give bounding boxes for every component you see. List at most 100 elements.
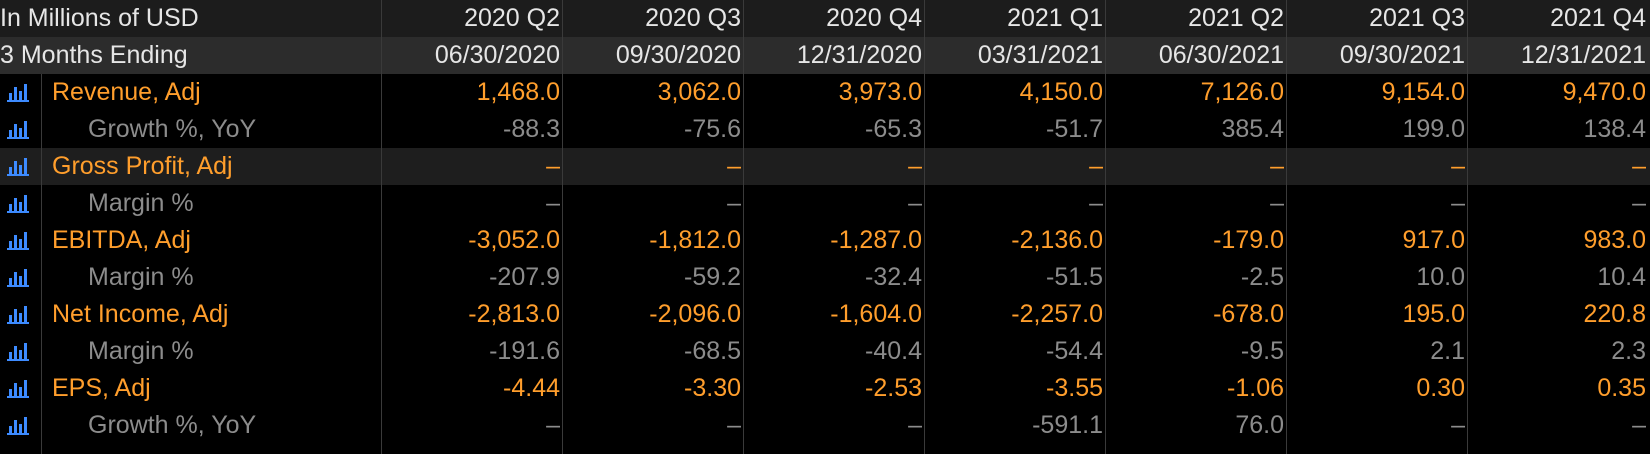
row-label: Growth %, YoY	[88, 411, 257, 439]
value-cell: –	[924, 148, 1105, 185]
value-cell: -2,813.0	[381, 296, 562, 333]
row-label: Growth %, YoY	[88, 115, 257, 143]
value-cell: –	[562, 407, 743, 444]
chart-icon[interactable]	[6, 303, 32, 325]
value-cell: 983.0	[1467, 222, 1648, 259]
value-cell: -1,287.0	[743, 222, 924, 259]
chart-icon[interactable]	[6, 155, 32, 177]
chart-icon[interactable]	[6, 192, 32, 214]
value-cell: –	[1286, 148, 1467, 185]
column-date: 12/31/2020	[743, 37, 924, 74]
chart-icon[interactable]	[6, 229, 32, 251]
value-cell: -51.7	[924, 111, 1105, 148]
value-cell: –	[381, 407, 562, 444]
value-cell: 3,973.0	[743, 74, 924, 111]
value-cell: -59.2	[562, 259, 743, 296]
column-date: 09/30/2021	[1286, 37, 1467, 74]
value-cell: -207.9	[381, 259, 562, 296]
value-cell: 917.0	[1286, 222, 1467, 259]
value-cell: 9,470.0	[1467, 74, 1648, 111]
row-label: Revenue, Adj	[52, 78, 201, 106]
value-cell: 0.30	[1286, 370, 1467, 407]
value-cell: –	[1286, 185, 1467, 222]
value-cell: -54.4	[924, 333, 1105, 370]
column-period: 2021 Q4	[1467, 0, 1648, 37]
value-cell: 195.0	[1286, 296, 1467, 333]
column-separator	[1467, 444, 1468, 454]
chart-icon[interactable]	[6, 377, 32, 399]
row-label: Margin %	[88, 189, 194, 217]
data-row[interactable]: Growth %, YoY -88.3 -75.6 -65.3 -51.7 385.4 19…	[0, 111, 1650, 148]
value-cell: -2.5	[1105, 259, 1286, 296]
data-row[interactable]: Net Income, Adj -2,813.0 -2,096.0 -1,604.0-…	[0, 296, 1650, 333]
value-cell: -2.53	[743, 370, 924, 407]
data-row[interactable]: Margin % -207.9 -59.2 -32.4 -51.5 -2.5 10.0 10.…	[0, 259, 1650, 296]
value-cell: -3.55	[924, 370, 1105, 407]
value-cell: -51.5	[924, 259, 1105, 296]
data-row[interactable]: Growth %, YoY – – – -591.1 76.0– –	[0, 407, 1650, 444]
value-cell: -32.4	[743, 259, 924, 296]
value-cell: -2,257.0	[924, 296, 1105, 333]
chart-icon[interactable]	[6, 118, 32, 140]
value-cell: 3,062.0	[562, 74, 743, 111]
value-cell: 138.4	[1467, 111, 1648, 148]
data-row[interactable]: EBITDA, Adj -3,052.0 -1,812.0 -1,287.0 -2,13…	[0, 222, 1650, 259]
row-label: Margin %	[88, 263, 194, 291]
value-cell: -9.5	[1105, 333, 1286, 370]
value-cell: –	[381, 185, 562, 222]
column-date: 06/30/2021	[1105, 37, 1286, 74]
value-cell: 10.0	[1286, 259, 1467, 296]
value-cell: –	[1467, 185, 1648, 222]
value-cell: –	[562, 185, 743, 222]
value-cell: 7,126.0	[1105, 74, 1286, 111]
column-date: 09/30/2020	[562, 37, 743, 74]
value-cell: 1,468.0	[381, 74, 562, 111]
value-cell: -68.5	[562, 333, 743, 370]
data-row[interactable]: Gross Profit, Adj – – – – – – –	[0, 148, 1650, 185]
value-cell: -75.6	[562, 111, 743, 148]
column-period: 2021 Q2	[1105, 0, 1286, 37]
chart-icon[interactable]	[6, 414, 32, 436]
data-row[interactable]: Revenue, Adj 1,468.0 3,062.0 3,973.0 4,150.0…	[0, 74, 1650, 111]
row-label: EBITDA, Adj	[52, 226, 191, 254]
value-cell: –	[381, 148, 562, 185]
data-row[interactable]: EPS, Adj -4.44 -3.30 -2.53 -3.55 -1.06 0.30 0.3…	[0, 370, 1650, 407]
header-label: 3 Months Ending	[0, 41, 188, 69]
value-cell: -591.1	[924, 407, 1105, 444]
icon-separator	[41, 74, 42, 454]
column-date: 06/30/2020	[381, 37, 562, 74]
value-cell: 0.35	[1467, 370, 1648, 407]
chart-icon[interactable]	[6, 266, 32, 288]
value-cell: -179.0	[1105, 222, 1286, 259]
value-cell: –	[1467, 407, 1648, 444]
value-cell: 220.8	[1467, 296, 1648, 333]
column-separator	[562, 444, 563, 454]
value-cell: -2,136.0	[924, 222, 1105, 259]
chart-icon[interactable]	[6, 81, 32, 103]
column-separator	[743, 444, 744, 454]
value-cell: –	[1105, 148, 1286, 185]
value-cell: –	[743, 148, 924, 185]
value-cell: -88.3	[381, 111, 562, 148]
value-cell: -1,812.0	[562, 222, 743, 259]
value-cell: –	[924, 185, 1105, 222]
column-date: 12/31/2021	[1467, 37, 1648, 74]
value-cell: –	[743, 407, 924, 444]
column-period: 2020 Q3	[562, 0, 743, 37]
column-period: 2020 Q2	[381, 0, 562, 37]
column-period: 2020 Q4	[743, 0, 924, 37]
row-label: Gross Profit, Adj	[52, 152, 233, 180]
chart-icon[interactable]	[6, 340, 32, 362]
data-row[interactable]: Margin % – – – – – – –	[0, 185, 1650, 222]
value-cell: 10.4	[1467, 259, 1648, 296]
data-row[interactable]: Margin % -191.6 -68.5 -40.4 -54.4 -9.5 2.1 2.3	[0, 333, 1650, 370]
row-label: Margin %	[88, 337, 194, 365]
value-cell: -3.30	[562, 370, 743, 407]
value-cell: -1.06	[1105, 370, 1286, 407]
value-cell: –	[1467, 148, 1648, 185]
value-cell: -40.4	[743, 333, 924, 370]
header-label: In Millions of USD	[0, 4, 199, 32]
value-cell: -1,604.0	[743, 296, 924, 333]
value-cell: -2,096.0	[562, 296, 743, 333]
